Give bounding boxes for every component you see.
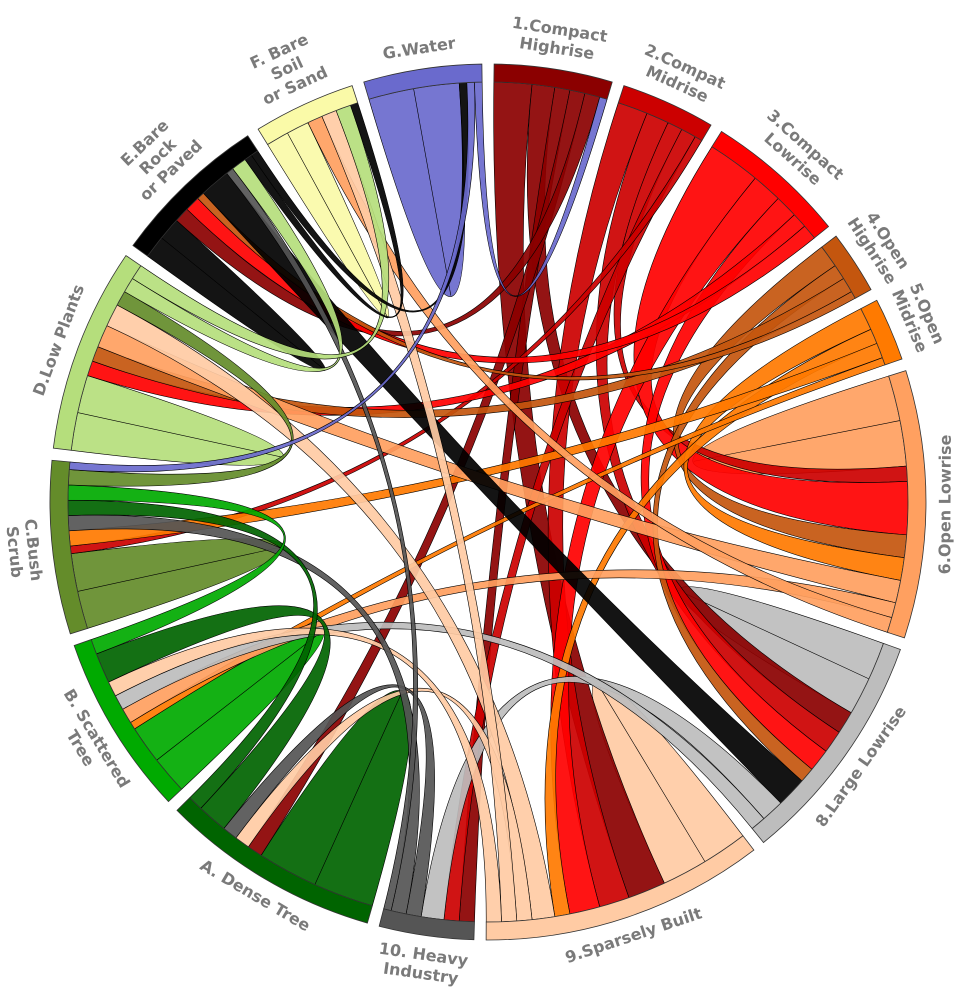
segment <box>617 85 712 142</box>
segment <box>73 639 183 803</box>
chords <box>67 81 909 923</box>
segment <box>493 63 613 100</box>
segment <box>363 63 483 100</box>
segment <box>257 85 359 146</box>
segment <box>49 459 88 635</box>
label-line: 6.Open Lowrise <box>935 434 955 574</box>
segment <box>711 130 830 239</box>
segment <box>751 642 901 844</box>
segment-label: G.Water <box>381 33 457 63</box>
segment <box>860 299 903 366</box>
segment-label: 6.Open Lowrise <box>935 434 955 574</box>
segment <box>176 797 373 924</box>
segment <box>485 835 755 941</box>
segment <box>132 135 259 257</box>
segment <box>821 235 872 299</box>
segment <box>886 370 927 639</box>
segment <box>52 254 142 451</box>
label-line: Scrub <box>2 525 26 578</box>
segment <box>378 908 475 941</box>
label-line: G.Water <box>381 33 457 63</box>
